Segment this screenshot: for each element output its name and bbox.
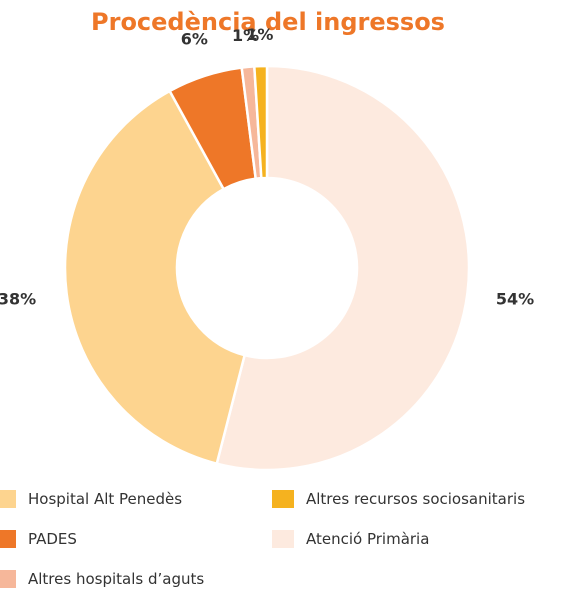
legend-swatch <box>0 570 16 588</box>
legend-item-pades: PADES <box>0 530 77 548</box>
chart-title: Procedència del ingressos <box>91 8 445 36</box>
slices-group <box>63 64 471 472</box>
data-label-altres-hospitals-d-aguts: 1% <box>232 26 259 45</box>
data-label-atencio-primaria: 54% <box>496 289 534 308</box>
legend-item-atencio-primaria: Atenció Primària <box>272 530 429 548</box>
data-label-altres-recursos-sociosanitaris: 1% <box>246 25 273 44</box>
slice-atencio-primaria <box>215 64 471 472</box>
labels-group: 54% 38% 6% 1%1% <box>0 25 534 308</box>
legend-label: Altres hospitals d’aguts <box>28 570 205 588</box>
legend-swatch <box>272 490 294 508</box>
legend-label: Altres recursos sociosanitaris <box>306 490 526 508</box>
slice-hospital-alt-penedes <box>63 89 247 466</box>
legend-label: Hospital Alt Penedès <box>28 490 183 508</box>
legend-item-altres-hospitals-d-aguts: Altres hospitals d’aguts <box>0 570 204 588</box>
legend-swatch <box>0 530 16 548</box>
slice-altres-recursos-sociosanitaris <box>252 64 269 180</box>
legend-item-altres-recursos-sociosanitaris: Altres recursos sociosanitaris <box>272 490 525 508</box>
legend-label: Atenció Primària <box>306 530 430 548</box>
legend-label: PADES <box>28 530 77 548</box>
legend-item-hospital-alt-penedes: Hospital Alt Penedès <box>0 490 182 508</box>
legend-swatch <box>0 490 16 508</box>
legend-swatch <box>272 530 294 548</box>
data-label-pades: 6% <box>181 30 208 49</box>
data-label-hospital-alt-penedes: 38% <box>0 290 36 309</box>
